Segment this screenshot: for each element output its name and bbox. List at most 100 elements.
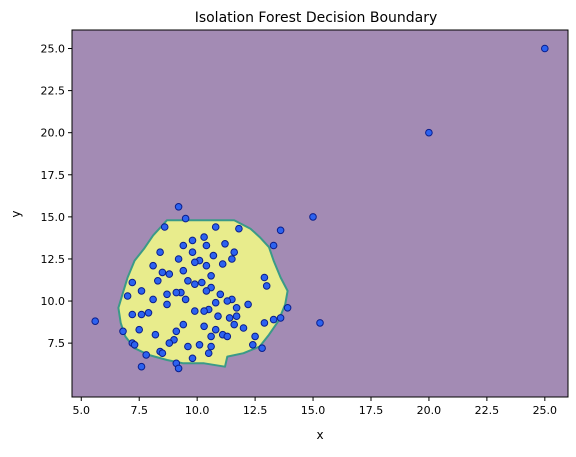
x-axis: 5.0 7.5 10.0 12.5 15.0 17.5 20.0 22.5 25.0 [73, 397, 558, 417]
y-tick-label: 17.5 [41, 169, 66, 182]
data-point [191, 258, 199, 267]
y-tick-label: 22.5 [41, 85, 66, 98]
data-point [249, 341, 257, 349]
x-tick-label: 17.5 [359, 404, 384, 417]
data-point [195, 341, 204, 349]
data-point [149, 261, 157, 270]
data-point [244, 300, 252, 309]
y-tick-label: 25.0 [41, 43, 66, 56]
data-point [209, 251, 218, 260]
data-point [223, 297, 232, 305]
data-point [137, 310, 146, 319]
x-tick-label: 10.0 [185, 404, 210, 417]
data-point [541, 44, 549, 53]
data-point [276, 314, 285, 322]
data-point [165, 339, 174, 347]
data-point [216, 290, 225, 299]
x-tick-label: 20.0 [417, 404, 442, 417]
data-point [200, 322, 208, 331]
data-point [179, 320, 188, 329]
data-point [218, 260, 227, 268]
data-point [269, 241, 278, 250]
data-point [91, 317, 99, 326]
data-points-layer [91, 44, 549, 373]
data-point [223, 332, 232, 341]
data-point [188, 354, 197, 363]
x-tick-label: 25.0 [533, 404, 558, 417]
data-point [172, 327, 181, 336]
data-point [260, 319, 269, 327]
data-point [204, 349, 213, 358]
x-tick-label: 5.0 [73, 404, 91, 417]
data-point [119, 327, 127, 336]
data-point [165, 270, 174, 278]
data-point [202, 241, 211, 250]
y-axis-label: y [9, 210, 23, 217]
data-point [258, 344, 266, 353]
data-point [232, 312, 241, 321]
x-tick-label: 12.5 [243, 404, 268, 417]
x-tick-label: 7.5 [130, 404, 148, 417]
data-point [160, 223, 169, 231]
data-point [232, 304, 241, 312]
data-point [202, 287, 211, 295]
data-point [211, 298, 220, 307]
data-point [174, 255, 183, 263]
data-point [188, 236, 197, 245]
data-point [184, 277, 192, 285]
data-point [188, 248, 197, 256]
y-tick-label: 7.5 [48, 337, 66, 350]
data-point [230, 248, 238, 256]
data-point [316, 319, 324, 327]
data-point [200, 233, 208, 241]
data-point [154, 277, 162, 285]
data-point [191, 307, 199, 315]
data-point [211, 223, 220, 231]
data-point [128, 278, 137, 287]
data-point [207, 332, 215, 341]
data-point [135, 325, 143, 334]
data-point [309, 213, 317, 221]
data-point [260, 273, 269, 282]
data-point [198, 278, 206, 287]
data-point [230, 320, 238, 329]
data-point [184, 342, 192, 351]
data-point [181, 214, 190, 223]
data-point [158, 268, 167, 277]
y-axis: 7.5 10.0 12.5 15.0 17.5 20.0 22.5 25.0 [41, 43, 72, 350]
y-tick-label: 20.0 [41, 127, 66, 140]
data-point [207, 342, 215, 351]
data-point [207, 272, 215, 280]
x-tick-label: 22.5 [475, 404, 500, 417]
y-tick-label: 10.0 [41, 295, 66, 308]
data-point [128, 310, 137, 319]
data-point [214, 312, 222, 321]
data-point [123, 292, 132, 300]
data-point [202, 261, 211, 270]
data-point [225, 314, 234, 322]
x-tick-label: 15.0 [301, 404, 326, 417]
data-point [130, 341, 139, 349]
data-point [269, 315, 278, 324]
data-point [425, 128, 433, 137]
plot-frame [71, 29, 569, 398]
data-point [174, 364, 183, 373]
y-tick-label: 15.0 [41, 211, 66, 224]
data-point [262, 282, 271, 290]
data-point [251, 332, 259, 341]
data-point [211, 325, 220, 334]
data-point [239, 324, 248, 332]
x-axis-label: x [316, 428, 323, 442]
y-tick-label: 12.5 [41, 253, 66, 266]
data-point [172, 288, 181, 297]
data-point [149, 295, 157, 304]
data-point [228, 255, 236, 263]
data-point [137, 287, 146, 295]
data-point [276, 226, 285, 235]
data-point [181, 295, 190, 304]
data-point [179, 266, 188, 275]
data-point [158, 349, 167, 358]
data-point [163, 290, 171, 299]
